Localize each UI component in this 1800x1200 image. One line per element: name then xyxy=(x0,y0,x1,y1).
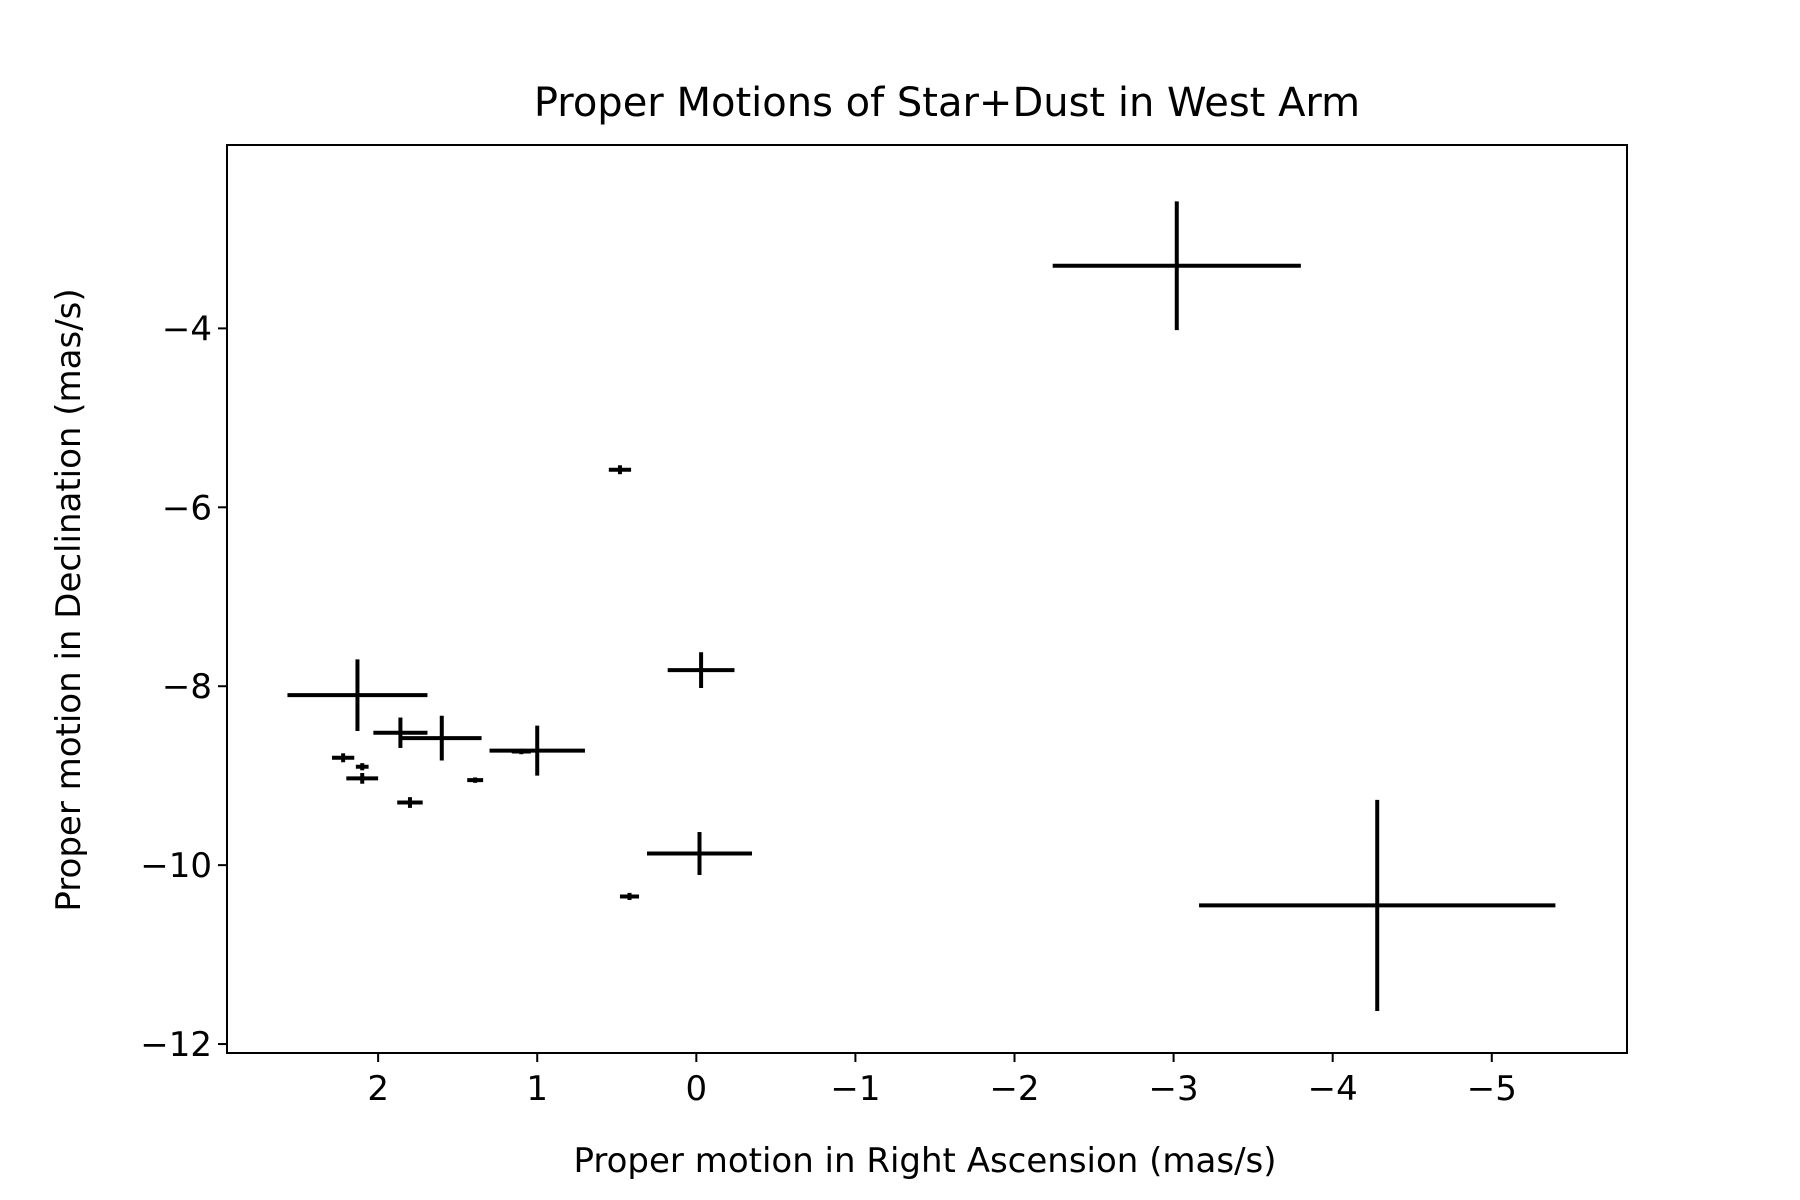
data-point xyxy=(346,772,379,784)
y-tick-label: −6 xyxy=(162,488,212,528)
data-point xyxy=(397,797,423,808)
plot-frame xyxy=(226,144,1628,1054)
x-tick-label: −2 xyxy=(989,1069,1039,1109)
data-point xyxy=(608,465,632,475)
x-tick-label: −5 xyxy=(1467,1069,1517,1109)
data-point xyxy=(511,748,531,755)
x-tick-label: 1 xyxy=(526,1069,548,1109)
x-tick-label: −4 xyxy=(1308,1069,1358,1109)
x-axis-label: Proper motion in Right Ascension (mas/s) xyxy=(573,1141,1276,1181)
data-point xyxy=(373,717,428,748)
y-axis-ticks: −4 −6 −8 −10 −12 xyxy=(140,309,227,1065)
x-tick-label: −3 xyxy=(1149,1069,1199,1109)
data-point xyxy=(1199,799,1556,1011)
data-point xyxy=(619,892,640,901)
data-point xyxy=(402,715,482,761)
data-point xyxy=(667,652,735,689)
data-point xyxy=(332,753,355,763)
x-tick-label: 0 xyxy=(685,1069,707,1109)
x-tick-label: −1 xyxy=(830,1069,880,1109)
data-point xyxy=(647,832,752,875)
plot-marks xyxy=(287,201,1556,1011)
data-point xyxy=(355,763,369,771)
y-tick-label: −12 xyxy=(140,1025,212,1065)
data-point xyxy=(287,659,428,731)
y-axis-label: Proper motion in Declination (mas/s) xyxy=(49,288,89,911)
y-tick-label: −10 xyxy=(140,846,212,886)
chart-title: Proper Motions of Star+Dust in West Arm xyxy=(534,80,1360,126)
x-tick-label: 2 xyxy=(367,1069,389,1109)
data-point xyxy=(1052,201,1301,331)
y-tick-label: −4 xyxy=(162,309,212,349)
x-axis-ticks: 2 1 0 −1 −2 −3 −4 −5 xyxy=(367,1053,1517,1109)
data-point xyxy=(489,725,585,776)
y-tick-label: −8 xyxy=(162,667,212,707)
data-point xyxy=(467,777,484,783)
